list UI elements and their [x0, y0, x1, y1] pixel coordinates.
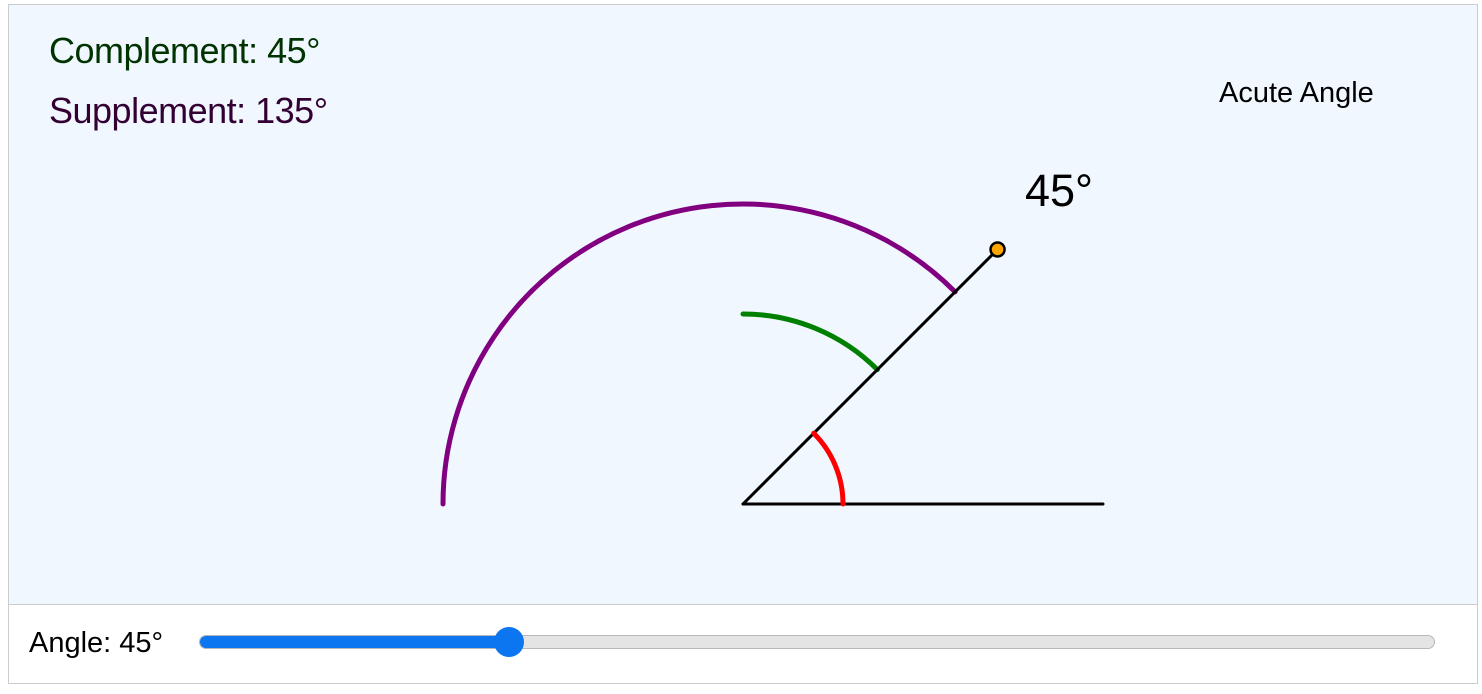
angle-value-label: 45° — [1025, 165, 1094, 216]
supplement-readout: Supplement: 135° — [49, 90, 328, 131]
angle-arc — [811, 430, 846, 507]
angle-slider-fill — [200, 636, 509, 648]
drawing-canvas: Complement: 45° Supplement: 135° Acute A… — [9, 5, 1477, 605]
angle-explorer-app: Complement: 45° Supplement: 135° Acute A… — [8, 4, 1478, 684]
supplement-arc — [440, 201, 958, 507]
control-bar: Angle: 45° — [9, 605, 1477, 683]
complement-readout: Complement: 45° — [49, 30, 321, 71]
complement-arc — [740, 311, 880, 373]
angle-slider-label: Angle: 45° — [29, 627, 164, 659]
angle-type-label: Acute Angle — [1219, 77, 1374, 109]
angle-slider-thumb[interactable] — [493, 627, 524, 657]
angle-ray — [741, 247, 1000, 506]
angle-slider[interactable] — [199, 627, 1435, 657]
angle-diagram — [440, 201, 1105, 507]
ray-drag-handle[interactable] — [989, 241, 1006, 258]
